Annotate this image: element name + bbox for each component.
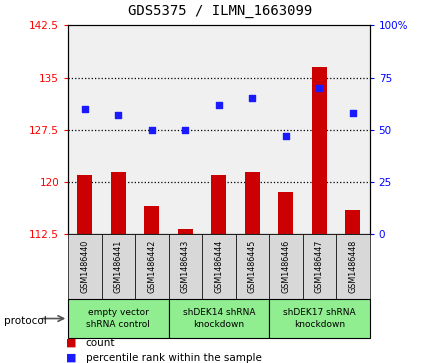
Text: GSM1486442: GSM1486442 bbox=[147, 239, 157, 293]
Text: shDEK14 shRNA
knockdown: shDEK14 shRNA knockdown bbox=[183, 309, 255, 329]
Bar bbox=[68, 234, 102, 299]
Bar bbox=[336, 234, 370, 299]
Point bbox=[249, 95, 256, 101]
Text: GSM1486440: GSM1486440 bbox=[81, 239, 89, 293]
Bar bbox=[68, 299, 169, 338]
Text: ■: ■ bbox=[66, 352, 77, 363]
Point bbox=[282, 133, 290, 139]
Bar bbox=[135, 234, 169, 299]
Point bbox=[316, 85, 323, 91]
Point bbox=[148, 127, 155, 133]
Bar bbox=[178, 229, 193, 234]
Point bbox=[81, 106, 88, 112]
Point bbox=[115, 112, 122, 118]
Text: empty vector
shRNA control: empty vector shRNA control bbox=[87, 309, 150, 329]
Text: GSM1486444: GSM1486444 bbox=[214, 239, 224, 293]
Text: count: count bbox=[86, 338, 115, 348]
Bar bbox=[144, 206, 159, 234]
Text: GSM1486447: GSM1486447 bbox=[315, 239, 324, 293]
Text: protocol: protocol bbox=[4, 315, 47, 326]
Bar bbox=[269, 234, 303, 299]
Bar bbox=[312, 67, 327, 234]
Text: GSM1486446: GSM1486446 bbox=[281, 239, 290, 293]
Bar bbox=[169, 234, 202, 299]
Bar bbox=[236, 234, 269, 299]
Bar bbox=[269, 299, 370, 338]
Text: GSM1486441: GSM1486441 bbox=[114, 239, 123, 293]
Text: GSM1486448: GSM1486448 bbox=[348, 239, 357, 293]
Text: shDEK17 shRNA
knockdown: shDEK17 shRNA knockdown bbox=[283, 309, 356, 329]
Bar bbox=[77, 175, 92, 234]
Text: percentile rank within the sample: percentile rank within the sample bbox=[86, 352, 262, 363]
Point bbox=[216, 102, 223, 107]
Bar bbox=[102, 234, 135, 299]
Bar bbox=[111, 171, 126, 234]
Bar bbox=[211, 175, 227, 234]
Text: ■: ■ bbox=[66, 338, 77, 348]
Text: GSM1486443: GSM1486443 bbox=[181, 239, 190, 293]
Bar bbox=[345, 210, 360, 234]
Bar bbox=[169, 299, 269, 338]
Point bbox=[349, 110, 356, 116]
Text: GDS5375 / ILMN_1663099: GDS5375 / ILMN_1663099 bbox=[128, 4, 312, 18]
Bar bbox=[279, 192, 293, 234]
Bar bbox=[245, 171, 260, 234]
Bar bbox=[202, 234, 236, 299]
Text: GSM1486445: GSM1486445 bbox=[248, 239, 257, 293]
Point bbox=[182, 127, 189, 133]
Bar bbox=[303, 234, 336, 299]
